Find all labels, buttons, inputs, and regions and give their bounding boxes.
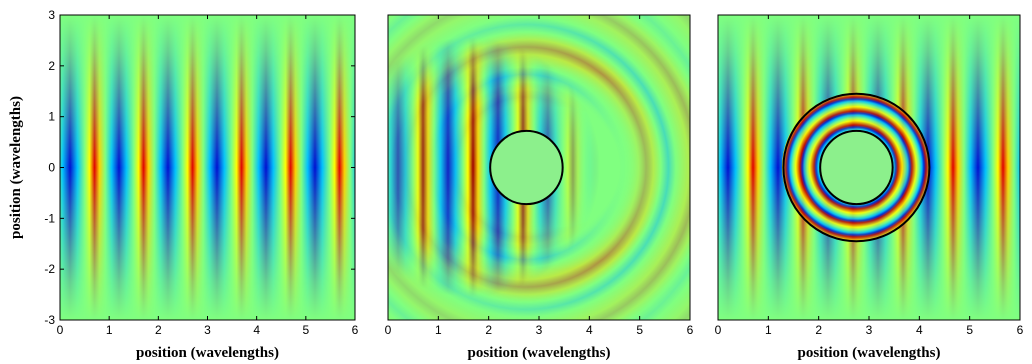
y-tick-label: 1 bbox=[48, 110, 55, 124]
scatterer bbox=[782, 92, 931, 243]
scatterer bbox=[489, 129, 564, 206]
x-tick-label: 0 bbox=[385, 323, 392, 337]
x-tick-label: 5 bbox=[302, 323, 309, 337]
x-axis-label: position (wavelengths) bbox=[468, 345, 611, 361]
x-tick-label: 4 bbox=[916, 323, 923, 337]
x-tick-label: 0 bbox=[57, 323, 64, 337]
field-1 bbox=[60, 15, 355, 320]
x-tick-label: 4 bbox=[253, 323, 260, 337]
x-tick-label: 3 bbox=[866, 323, 873, 337]
x-tick-label: 2 bbox=[485, 323, 492, 337]
x-tick-label: 2 bbox=[155, 323, 162, 337]
x-axis-label: position (wavelengths) bbox=[136, 345, 279, 361]
x-axis-label: position (wavelengths) bbox=[798, 345, 941, 361]
y-tick-label: 3 bbox=[48, 8, 55, 22]
x-tick-label: 1 bbox=[435, 323, 442, 337]
x-tick-label: 1 bbox=[765, 323, 772, 337]
y-tick-label: -2 bbox=[44, 262, 55, 276]
x-tick-label: 0 bbox=[715, 323, 722, 337]
x-tick-label: 6 bbox=[1017, 323, 1024, 337]
y-tick-label: 0 bbox=[48, 161, 55, 175]
y-tick-label: -3 bbox=[44, 313, 55, 327]
x-tick-label: 3 bbox=[204, 323, 211, 337]
x-tick-label: 4 bbox=[586, 323, 593, 337]
scatterer bbox=[819, 129, 894, 206]
x-tick-label: 5 bbox=[966, 323, 973, 337]
x-tick-label: 6 bbox=[352, 323, 359, 337]
x-tick-label: 2 bbox=[815, 323, 822, 337]
y-tick-label: -1 bbox=[44, 211, 55, 225]
x-tick-label: 1 bbox=[106, 323, 113, 337]
x-tick-label: 6 bbox=[687, 323, 694, 337]
y-axis-label: position (wavelengths) bbox=[8, 96, 24, 239]
x-tick-label: 5 bbox=[636, 323, 643, 337]
x-tick-label: 3 bbox=[536, 323, 543, 337]
y-tick-label: 2 bbox=[48, 59, 55, 73]
